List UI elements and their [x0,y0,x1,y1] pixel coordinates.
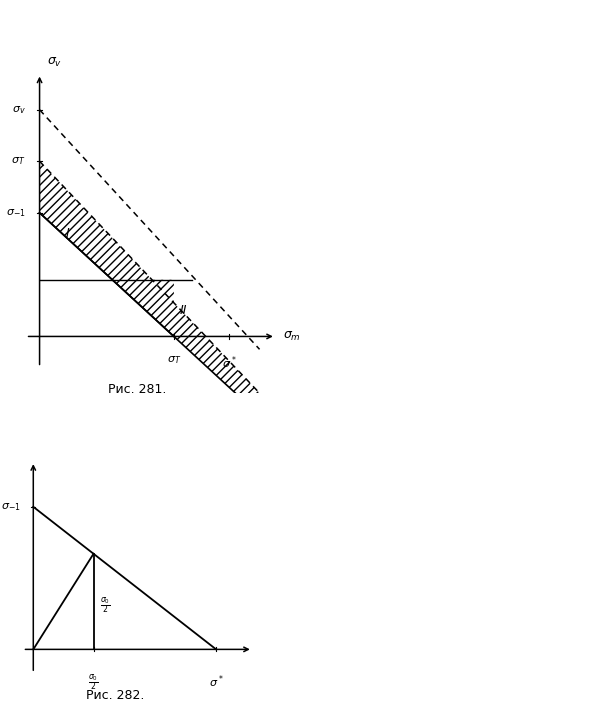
Text: $\sigma_T$: $\sigma_T$ [167,355,181,366]
Text: II: II [180,304,187,317]
Text: $\sigma_m$: $\sigma_m$ [283,330,300,343]
Text: $\sigma_T$: $\sigma_T$ [11,155,26,167]
Text: $\sigma^*$: $\sigma^*$ [222,355,237,371]
Text: $\sigma_v$: $\sigma_v$ [47,55,62,68]
Text: I: I [65,227,70,240]
Text: $\frac{\sigma_0}{2}$: $\frac{\sigma_0}{2}$ [88,673,99,693]
Text: $\sigma^*$: $\sigma^*$ [209,673,223,689]
Text: $\sigma_{-1}$: $\sigma_{-1}$ [6,207,26,218]
Text: Рис. 282.: Рис. 282. [86,689,144,702]
Text: Рис. 281.: Рис. 281. [108,383,166,396]
Text: $\frac{\sigma_0}{2}$: $\frac{\sigma_0}{2}$ [100,596,111,617]
Text: $\sigma_v$: $\sigma_v$ [12,104,26,116]
Text: $\sigma_{-1}$: $\sigma_{-1}$ [1,501,21,513]
